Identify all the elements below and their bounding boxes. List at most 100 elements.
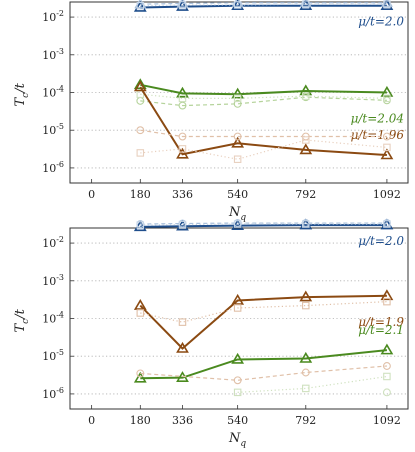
y-tick-label: 10-2 <box>42 9 64 24</box>
data-point-triangle <box>299 84 313 96</box>
y-tick-label: 10-5 <box>42 348 64 363</box>
series-line <box>140 223 387 226</box>
data-point-triangle <box>380 0 394 11</box>
series-line <box>140 349 388 380</box>
data-point-square <box>302 0 310 8</box>
data-point-square <box>136 309 145 317</box>
data-point-triangle <box>299 143 313 155</box>
data-point-square <box>233 1 242 9</box>
series-1-3 <box>136 0 391 10</box>
series-1-7 <box>133 80 394 160</box>
x-tick-label: 0 <box>88 188 95 201</box>
x-tick-label: 336 <box>172 414 193 427</box>
series-2-5 <box>136 297 391 326</box>
y-axis-label: Tc/t <box>13 82 31 106</box>
x-tick-label: 1092 <box>373 414 401 427</box>
series-2-8 <box>233 372 391 397</box>
data-point-circle <box>301 368 310 377</box>
y-tick-label: 10-3 <box>42 47 64 62</box>
data-point-triangle <box>380 218 394 230</box>
data-point-triangle <box>231 136 245 148</box>
data-point-square <box>302 136 310 144</box>
series-1-9 <box>136 136 391 163</box>
data-point-square <box>178 145 187 153</box>
series-label: μ/t=1.96 <box>351 128 405 142</box>
series-line <box>140 139 387 160</box>
series-label: μ/t=2.1 <box>358 323 404 337</box>
data-point-triangle <box>380 343 394 355</box>
data-point-triangle <box>133 371 147 383</box>
data-point-square <box>383 297 391 306</box>
data-point-circle <box>233 376 242 385</box>
data-point-triangle <box>176 341 189 353</box>
x-tick-label: 180 <box>130 414 151 427</box>
series-line <box>139 294 387 350</box>
series-line <box>140 129 387 138</box>
panel-2: 10-6 10-5 10-4 10-3 10-2 0 180 336 540 792 1092 Nq T… <box>13 218 409 449</box>
data-point-triangle <box>133 80 147 92</box>
data-point-square <box>136 1 145 10</box>
series-2-3 <box>136 220 391 229</box>
data-point-triangle <box>176 0 189 8</box>
data-point-triangle <box>231 352 245 364</box>
y-tick-label: 10-6 <box>42 160 64 175</box>
data-point-triangle <box>231 293 245 305</box>
series-1-4 <box>133 78 394 99</box>
series-2-9 <box>382 388 391 397</box>
series-1-5 <box>136 93 391 110</box>
data-point-square <box>178 94 187 103</box>
series-2-6 <box>133 343 394 383</box>
data-point-triangle <box>299 0 312 7</box>
data-point-square <box>302 220 310 228</box>
series-line <box>139 86 387 157</box>
data-point-triangle <box>176 0 189 11</box>
data-point-square <box>233 220 242 228</box>
data-point-triangle <box>176 86 189 98</box>
data-point-square <box>383 94 391 103</box>
y-tick-label: 10-6 <box>42 386 64 401</box>
y-axis-label: Tc/t <box>13 308 31 332</box>
panel-1: 10-610-510-410-310-20 180 336 540 792 1092NqT… <box>13 0 409 223</box>
data-point-square <box>383 372 391 381</box>
series-2-7 <box>136 362 391 385</box>
series-line <box>237 375 387 393</box>
data-point-square <box>302 301 310 310</box>
data-point-circle <box>233 132 242 141</box>
data-point-triangle <box>380 85 394 97</box>
data-point-square <box>178 1 187 9</box>
series-line <box>140 301 387 323</box>
y-tick-label: 10-5 <box>42 122 64 137</box>
data-point-square <box>178 220 187 229</box>
data-point-square <box>383 143 391 152</box>
data-point-triangle <box>231 87 245 99</box>
data-point-triangle <box>380 289 394 301</box>
series-line <box>140 93 387 99</box>
data-point-triangle <box>380 0 393 7</box>
x-tick-label: 336 <box>172 188 193 201</box>
y-tick-label: 10-3 <box>42 273 64 288</box>
data-point-circle <box>382 132 391 141</box>
data-point-circle <box>233 99 242 108</box>
series-line <box>140 96 387 107</box>
data-point-triangle <box>299 0 313 11</box>
data-point-square <box>383 0 391 8</box>
data-point-square <box>136 221 145 229</box>
series-line <box>140 365 387 381</box>
data-point-square <box>233 94 242 103</box>
series-2-4 <box>133 289 394 353</box>
y-tick-label: 10-4 <box>42 311 64 326</box>
data-point-circle <box>382 362 391 370</box>
data-point-triangle <box>176 147 189 159</box>
y-tick-label: 10-4 <box>42 85 64 100</box>
x-tick-label: 792 <box>295 188 316 201</box>
data-point-triangle <box>133 299 147 310</box>
data-point-triangle <box>134 0 147 9</box>
series-label: μ/t=1.9 <box>358 315 404 329</box>
series-line <box>140 2 387 5</box>
series-line <box>140 224 387 228</box>
series-label: μ/t=2.04 <box>351 112 404 126</box>
data-point-square <box>383 220 391 228</box>
data-point-circle <box>178 101 187 110</box>
x-tick-label: 792 <box>295 414 316 427</box>
